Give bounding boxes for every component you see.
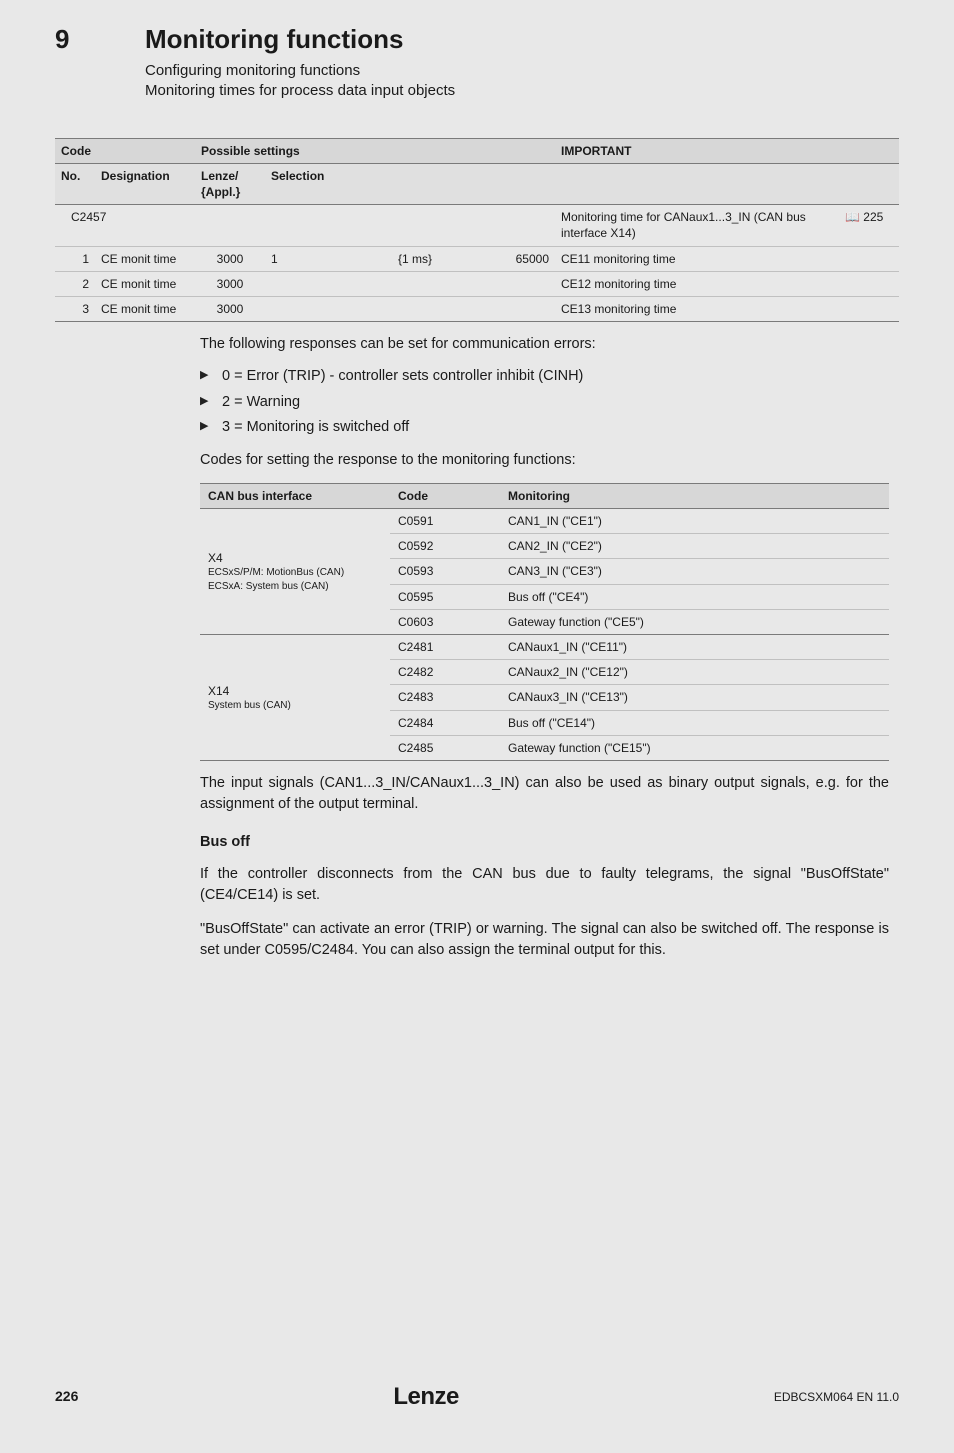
cell-mon: CANaux1_IN ("CE11"): [500, 634, 889, 659]
cell-mon: Bus off ("CE14"): [500, 710, 889, 735]
codes-intro: Codes for setting the response to the mo…: [200, 450, 889, 471]
cell-mon: CAN3_IN ("CE3"): [500, 559, 889, 584]
group1-sublabel2: ECSxA: System bus (CAN): [208, 580, 382, 594]
cell-imp: CE12 monitoring time: [555, 271, 839, 296]
intro-paragraph: The following responses can be set for c…: [200, 334, 889, 355]
cell-code: C0603: [390, 609, 500, 634]
table-row: 2 CE monit time 3000 CE12 monitoring tim…: [55, 271, 899, 296]
cell-imp: CE13 monitoring time: [555, 296, 839, 321]
table-row: 1 CE monit time 3000 1 {1 ms} 65000 CE11…: [55, 246, 899, 271]
table-row: 3 CE monit time 3000 CE13 monitoring tim…: [55, 296, 899, 321]
cell-mon: Gateway function ("CE15"): [500, 735, 889, 760]
doc-id: EDBCSXM064 EN 11.0: [774, 1389, 899, 1405]
book-icon: 📖: [845, 210, 860, 224]
busoff-p1: If the controller disconnects from the C…: [200, 864, 889, 906]
header-text-block: Monitoring functions Configuring monitor…: [145, 22, 899, 102]
bullet-item: 3 = Monitoring is switched off: [200, 418, 889, 438]
cell-no: 1: [55, 246, 95, 271]
th-mon: Monitoring: [500, 483, 889, 508]
cell-code: C2481: [390, 634, 500, 659]
cell-mon: CAN2_IN ("CE2"): [500, 534, 889, 559]
cell-code: C2485: [390, 735, 500, 760]
page-ref: 📖 225: [839, 205, 899, 246]
cell-mon: Gateway function ("CE5"): [500, 609, 889, 634]
cell-code: C2483: [390, 685, 500, 710]
cell-lenze: 3000: [195, 296, 265, 321]
cell-lenze: 3000: [195, 271, 265, 296]
cell-mon: CANaux3_IN ("CE13"): [500, 685, 889, 710]
group-code: C2457: [55, 205, 195, 246]
group1-label: X4: [208, 550, 382, 566]
th-can: CAN bus interface: [200, 483, 390, 508]
th-no: No.: [55, 163, 95, 204]
cell-no: 3: [55, 296, 95, 321]
cell-lenze: 3000: [195, 246, 265, 271]
th-important: IMPORTANT: [555, 138, 899, 163]
bullet-item: 0 = Error (TRIP) - controller sets contr…: [200, 367, 889, 387]
cell-des: CE monit time: [95, 296, 195, 321]
post-table-paragraph: The input signals (CAN1...3_IN/CANaux1..…: [200, 773, 889, 815]
cell-no: 2: [55, 271, 95, 296]
group-label: X14 System bus (CAN): [200, 634, 390, 760]
body-content: The following responses can be set for c…: [200, 334, 889, 960]
cell-code: C0592: [390, 534, 500, 559]
cell-code: C0593: [390, 559, 500, 584]
cell-des: CE monit time: [95, 246, 195, 271]
busoff-p2: "BusOffState" can activate an error (TRI…: [200, 919, 889, 961]
cell-sel-to: 65000: [475, 246, 555, 271]
th-code: Code: [55, 138, 195, 163]
page-title: Monitoring functions: [145, 22, 899, 57]
group1-sublabel1: ECSxS/P/M: MotionBus (CAN): [208, 566, 382, 580]
page-ref-number: 225: [863, 210, 883, 224]
page-subtitle-2: Monitoring times for process data input …: [145, 81, 899, 101]
cell-code: C0591: [390, 509, 500, 534]
th-selection: Selection: [265, 163, 555, 204]
settings-table: Code Possible settings IMPORTANT No. Des…: [55, 138, 899, 323]
cell-sel-unit: {1 ms}: [355, 246, 475, 271]
cell-mon: CANaux2_IN ("CE12"): [500, 660, 889, 685]
cell-des: CE monit time: [95, 271, 195, 296]
page-footer: 226 Lenze EDBCSXM064 EN 11.0: [55, 1381, 899, 1413]
cell-code: C2484: [390, 710, 500, 735]
th-possible: Possible settings: [195, 138, 555, 163]
lenze-logo: Lenze: [393, 1383, 459, 1410]
group-important: Monitoring time for CANaux1...3_IN (CAN …: [555, 205, 839, 246]
th-designation: Designation: [95, 163, 195, 204]
cell-mon: CAN1_IN ("CE1"): [500, 509, 889, 534]
bullet-item: 2 = Warning: [200, 393, 889, 413]
cell-imp: CE11 monitoring time: [555, 246, 839, 271]
busoff-heading: Bus off: [200, 833, 889, 853]
group2-label: X14: [208, 683, 382, 699]
page-number: 226: [55, 1387, 78, 1406]
cell-mon: Bus off ("CE4"): [500, 584, 889, 609]
page-subtitle-1: Configuring monitoring functions: [145, 61, 899, 81]
th-code: Code: [390, 483, 500, 508]
cell-code: C2482: [390, 660, 500, 685]
response-bullets: 0 = Error (TRIP) - controller sets contr…: [200, 367, 889, 438]
group-label: X4 ECSxS/P/M: MotionBus (CAN) ECSxA: Sys…: [200, 509, 390, 635]
th-lenze: Lenze/ {Appl.}: [195, 163, 265, 204]
chapter-number: 9: [55, 22, 145, 57]
page-header: 9 Monitoring functions Configuring monit…: [55, 22, 899, 102]
group2-sublabel: System bus (CAN): [208, 699, 382, 713]
cell-code: C0595: [390, 584, 500, 609]
monitoring-codes-table: CAN bus interface Code Monitoring X4 ECS…: [200, 483, 889, 761]
cell-sel-from: 1: [265, 246, 355, 271]
